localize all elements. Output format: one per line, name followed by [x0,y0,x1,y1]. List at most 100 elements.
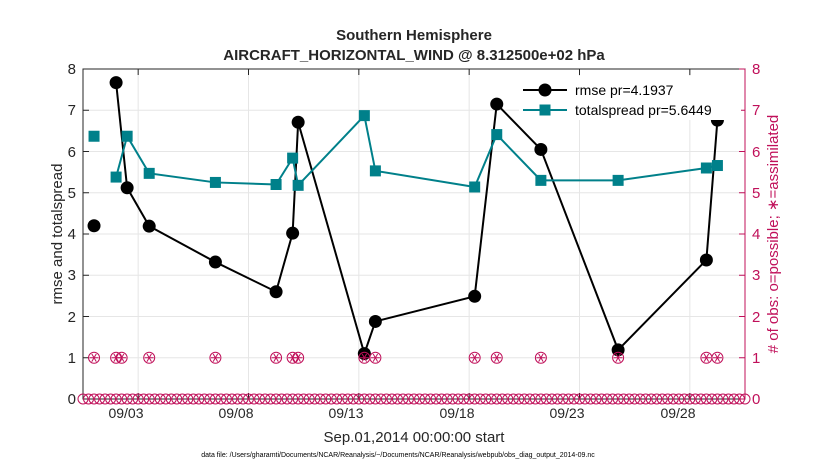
obs-possible-marker [369,393,381,405]
obs-possible-marker [634,393,646,405]
ytick-label: 3 [68,267,76,284]
rmse-point [142,219,156,233]
obs-possible-marker [568,393,580,405]
totalspread-point [292,179,304,191]
obs-possible-marker [623,393,635,405]
obs-possible-marker [243,393,254,405]
obs-possible-marker [309,393,321,405]
obs-possible-marker [430,393,442,405]
obs-possible-marker [182,393,194,405]
obs-possible-marker [491,393,503,405]
obs-possible-marker [237,393,249,405]
obs-possible-marker [612,351,625,364]
obs-possible-marker [596,393,608,405]
obs-possible-marker [259,393,271,405]
obs-possible-marker [662,393,674,405]
obs-possible-marker [342,393,354,405]
obs-possible-marker [143,393,155,405]
obs-possible-marker [276,393,288,405]
obs-possible-marker [678,393,690,405]
obs-assimilated-marker [212,353,219,362]
obs-possible-marker [535,393,547,405]
obs-possible-marker [397,393,409,405]
obs-possible-marker [369,351,382,364]
obs-possible-marker [656,393,668,405]
totalspread-point [110,171,122,183]
obs-possible-marker [485,393,497,405]
obs-possible-marker [612,393,624,405]
obs-possible-marker [529,393,541,405]
rmse-point [120,181,134,195]
totalspread-point [369,165,381,177]
rmse-point [291,115,305,129]
ytick-right-label: 2 [752,309,760,326]
obs-possible-marker [149,393,161,405]
rmse-point [357,347,371,361]
rmse-point [490,97,504,111]
obs-possible-marker [176,393,188,405]
y-axis-label: rmse and totalspread [49,164,66,305]
obs-possible-marker [684,393,696,405]
obs-possible-marker [160,393,172,405]
rmse-point [109,76,123,90]
obs-possible-marker [209,393,221,405]
rmse-point [286,226,300,240]
ytick-label: 0 [68,391,76,408]
obs-possible-marker [546,393,558,405]
obs-possible-marker [722,393,734,405]
obs-possible-marker [220,393,232,405]
obs-possible-marker [336,393,348,405]
obs-possible-marker [463,393,475,405]
totalspread-point [270,179,282,190]
obs-possible-marker [618,393,630,405]
totalspread-point [700,162,712,174]
ytick-label: 4 [68,226,76,243]
obs-possible-marker [469,393,481,405]
obs-possible-marker [77,393,89,405]
obs-possible-marker [287,393,299,405]
totalspread-point [711,160,723,172]
obs-possible-marker [474,393,486,405]
ytick-label: 1 [68,350,76,367]
obs-possible-marker [325,393,337,405]
obs-possible-marker [700,393,712,405]
obs-possible-marker [204,393,216,405]
obs-possible-marker [673,393,685,405]
obs-possible-marker [551,393,563,405]
series-layer [87,76,724,361]
obs-possible-marker [215,393,227,405]
obs-possible-marker [739,393,751,405]
xtick-label: 09/18 [439,405,474,421]
xtick-label: 09/08 [218,405,253,421]
obs-possible-marker [540,393,552,405]
obs-possible-marker [436,393,448,405]
obs-possible-marker [281,393,293,405]
obs-possible-marker [127,393,139,405]
obs-possible-marker [358,393,370,405]
obs-possible-marker [496,393,508,405]
obs-possible-marker [292,393,304,405]
obs-possible-marker [590,393,602,405]
obs-possible-marker [518,393,530,405]
obs-possible-marker [143,351,156,364]
obs-assimilated-marker [538,353,544,362]
footnote: data file: /Users/gharamti/Documents/NCA… [201,452,595,459]
obs-assimilated-marker [714,353,721,362]
rmse-point [468,289,482,303]
ytick-label: 6 [68,144,76,161]
obs-possible-marker [375,393,387,405]
obs-possible-marker [579,393,591,405]
obs-possible-marker [408,393,420,405]
obs-possible-marker [447,393,459,405]
obs-possible-marker [391,393,403,405]
obs-possible-marker [402,393,414,405]
ytick-right-label: 7 [752,102,760,119]
totalspread-point [209,176,221,188]
obs-possible-marker [513,393,525,405]
obs-possible-marker [171,393,183,405]
obs-possible-marker [419,393,431,405]
rmse-point [208,255,222,269]
obs-possible-marker [728,393,740,405]
obs-possible-marker [490,351,503,364]
obs-possible-marker [88,351,101,364]
